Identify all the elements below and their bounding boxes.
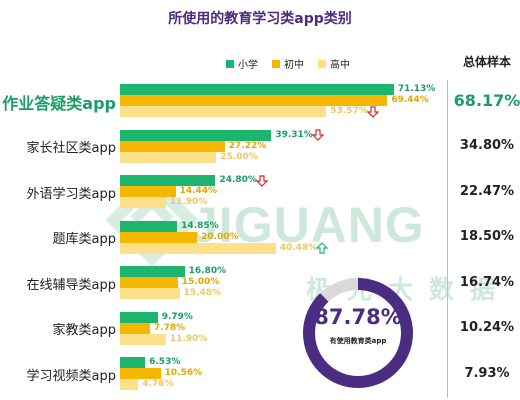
bar-high: [120, 288, 180, 299]
chart-title: 所使用的教育学习类app类别: [168, 11, 352, 27]
legend-swatch-high: [318, 59, 326, 68]
category-label: 家长社区类app: [26, 141, 116, 156]
bar-middle: [120, 277, 178, 288]
category-label: 学习视频类app: [26, 368, 116, 384]
sample-divider: [447, 80, 448, 398]
legend-swatch-primary: [226, 59, 234, 68]
legend-item-middle: 初中: [272, 56, 304, 71]
data-label-high: 15.48%: [183, 288, 222, 298]
bar-high: [120, 197, 166, 208]
data-label-primary: 6.53%: [149, 357, 181, 367]
overall-sample-value: 7.93%: [464, 365, 510, 381]
bar-middle: [120, 231, 197, 243]
overall-sample-value: 68.17%: [453, 90, 520, 110]
bar-middle: [120, 140, 225, 152]
data-label-high: 25.00%: [220, 151, 258, 162]
legend-label-primary: 小学: [238, 60, 258, 71]
donut-label: 有使用教育类app: [329, 337, 387, 345]
bar-primary: [120, 84, 394, 95]
arrow-down-icon: [256, 174, 269, 187]
sample-header: 总体样本: [462, 55, 511, 69]
bar-high: [120, 333, 166, 345]
bar-middle: [120, 368, 161, 379]
data-label-middle: 20.00%: [201, 231, 239, 242]
category-label: 在线辅导类app: [26, 277, 116, 293]
bar-high: [120, 379, 139, 390]
arrow-down-icon: [366, 105, 379, 118]
data-label-middle: 7.78%: [153, 322, 186, 333]
data-label-primary: 9.79%: [161, 311, 193, 322]
data-label-primary: 16.80%: [188, 266, 227, 276]
data-label-middle: 15.00%: [181, 277, 220, 287]
data-label-primary: 14.85%: [181, 220, 219, 231]
bar-primary: [120, 175, 216, 186]
data-label-primary: 71.13%: [397, 84, 436, 94]
legend-item-primary: 小学: [226, 56, 258, 71]
data-label-primary: 39.31%: [275, 129, 313, 140]
donut-arc: [303, 278, 413, 388]
bar-primary: [120, 311, 158, 323]
bar-primary: [120, 266, 185, 277]
bar-middle: [120, 95, 388, 106]
legend-swatch-middle: [272, 59, 280, 68]
data-label-high: 40.48%: [279, 242, 318, 253]
bar-high: [120, 151, 217, 163]
category-label: 作业答疑类app: [2, 93, 116, 113]
bar-middle: [120, 186, 176, 197]
data-label-high: 4.76%: [142, 379, 174, 389]
arrow-down-icon: [311, 129, 324, 141]
bar-middle: [120, 322, 150, 334]
data-label-high: 53.57%: [330, 106, 368, 116]
data-label-middle: 69.44%: [391, 95, 429, 105]
bar-primary: [120, 357, 146, 368]
donut-chart: [303, 278, 413, 388]
overall-sample-value: 16.74%: [459, 274, 515, 290]
overall-sample-value: 22.47%: [459, 183, 515, 199]
legend-item-high: 高中: [318, 56, 350, 71]
data-label-high: 11.90%: [169, 197, 208, 207]
overall-sample-value: 34.80%: [459, 138, 515, 153]
donut-value: 87.78%: [314, 305, 402, 329]
data-label-middle: 14.44%: [179, 186, 218, 196]
bar-high: [120, 242, 276, 254]
category-label: 题库类app: [52, 232, 116, 247]
data-label-middle: 27.22%: [228, 140, 267, 151]
bar-primary: [120, 129, 272, 141]
category-label: 家教类app: [52, 323, 116, 338]
data-label-middle: 10.56%: [164, 368, 203, 378]
category-label: 外语学习类app: [26, 186, 116, 202]
overall-sample-value: 18.50%: [459, 229, 515, 244]
overall-sample-value: 10.24%: [459, 320, 515, 335]
data-label-high: 11.90%: [169, 333, 208, 344]
arrow-up-icon: [316, 242, 329, 254]
bar-primary: [120, 220, 178, 232]
legend: 小学 初中 高中: [226, 56, 350, 71]
legend-label-high: 高中: [330, 60, 350, 71]
legend-label-middle: 初中: [284, 60, 304, 71]
bar-high: [120, 106, 327, 117]
data-label-primary: 24.80%: [219, 175, 257, 185]
